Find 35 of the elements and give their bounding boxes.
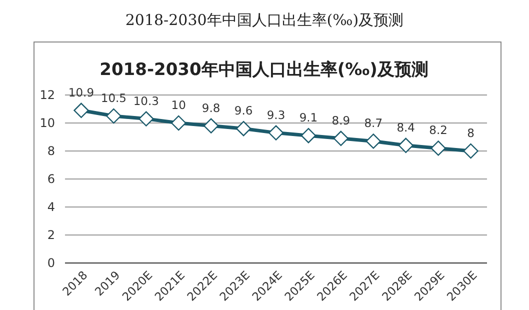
point — [463, 143, 478, 159]
data-label: 9.3 — [266, 108, 286, 122]
data-label: 9.6 — [234, 104, 253, 118]
data-label: 10.3 — [133, 94, 159, 108]
point — [171, 115, 186, 131]
data-label: 9.8 — [202, 100, 220, 115]
chart-title: 2018-2030年中国人口出生率(‰)及预测 — [100, 60, 428, 80]
y-tick-label: 0 — [47, 256, 55, 270]
data-label: 8.7 — [364, 116, 383, 130]
data-label: 10.9 — [68, 85, 94, 100]
point — [74, 102, 89, 118]
point — [366, 134, 381, 149]
y-tick-label: 8 — [47, 144, 55, 158]
point — [300, 128, 316, 144]
data-label: 8.4 — [396, 120, 415, 134]
point — [430, 140, 446, 156]
point — [333, 130, 349, 146]
point — [398, 138, 414, 153]
y-tick-label: 4 — [47, 200, 55, 214]
point — [203, 118, 219, 134]
point — [106, 108, 122, 124]
text: 2018-2030年中国人口出生率(‰)及预测 — [125, 11, 404, 29]
data-label: 10 — [171, 98, 186, 112]
data-label: 8.9 — [332, 113, 350, 128]
point — [268, 125, 284, 140]
y-tick-label: 10 — [40, 116, 55, 130]
data-label: 8.2 — [429, 123, 448, 138]
y-tick-label: 12 — [40, 88, 55, 102]
y-tick-label: 2 — [47, 228, 55, 242]
data-label: 10.5 — [100, 91, 126, 105]
point — [236, 121, 252, 136]
y-tick-label: 6 — [47, 172, 55, 186]
data-label: 9.1 — [299, 110, 318, 125]
point — [138, 111, 154, 126]
data-label: 8 — [467, 126, 474, 140]
